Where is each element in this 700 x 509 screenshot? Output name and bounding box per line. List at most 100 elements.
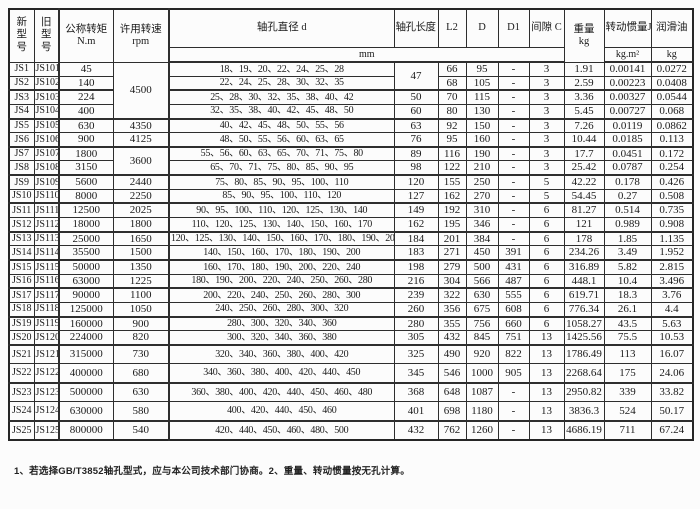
cell-D: 270 [465,188,499,205]
cell-torque: 63000 [58,273,114,290]
cell-d: 200、220、240、250、260、280、300 [168,287,395,303]
cell-L2: 698 [437,401,467,422]
cell-weight: 42.22 [563,174,605,190]
cell-speed: 1050 [112,301,170,318]
cell-new: JS25 [8,420,35,441]
cell-D: 115 [465,89,499,105]
cell-new: JS12 [8,217,35,233]
cell-oil: 4.4 [650,301,694,318]
cell-inertia: 0.0185 [603,132,652,148]
cell-new: JS5 [8,118,35,134]
cell-new: JS9 [8,174,35,190]
table-row: JS17 JS117 90000 1100 200、220、240、250、260、28… [8,287,694,303]
cell-weight: 7.26 [563,118,605,134]
cell-L: 98 [393,160,439,177]
cell-L2: 271 [437,245,467,261]
header-row-main: 新 型 号 旧 型 号 公称转矩 N.m 许用转速 rpm 轴孔直径 d 轴孔长… [8,8,694,63]
cell-C: 6 [528,245,565,261]
cell-old: JS110 [33,188,60,205]
cell-weight: 1058.27 [563,316,605,332]
cell-L: 368 [393,382,439,403]
cell-inertia: 3.49 [603,245,652,261]
cell-old: JS101 [33,61,60,77]
col-header-old-model: 旧 型 号 [33,8,60,63]
cell-new: JS2 [8,75,35,92]
cell-d: 25、28、30、32、35、38、40、42 [168,89,395,105]
torque-unit: N.m [77,35,96,47]
cell-old: JS120 [33,330,60,346]
cell-speed: 820 [112,330,170,346]
cell-weight: 234.26 [563,245,605,261]
table-row: JS15 JS115 50000 1350 160、170、180、190、200、22… [8,259,694,275]
cell-inertia: 43.5 [603,316,652,332]
cell-d: 40、42、45、48、50、55、56 [168,118,395,134]
cell-new: JS20 [8,330,35,346]
cell-oil: 0.113 [650,132,694,148]
cell-d: 300、320、340、360、380 [168,330,395,346]
cell-D: 566 [465,273,499,290]
cell-L: 325 [393,344,439,365]
cell-C: 6 [528,231,565,247]
table-row: JS6 JS106 900 4125 48、50、55、56、60、63、65 76 95 1… [8,132,694,148]
table-row: JS14 JS114 35500 1500 140、150、160、170、180、19… [8,245,694,261]
cell-oil: 0.735 [650,202,694,219]
cell-D: 1260 [465,420,499,441]
cell-new: JS15 [8,259,35,275]
cell-weight: 10.44 [563,132,605,148]
cell-speed: 730 [112,344,170,365]
cell-d: 240、250、260、280、300、320 [168,301,395,318]
cell-speed: 1350 [112,259,170,275]
footnote: 1、若选择GB/T3852轴孔型式，应与本公司技术部门协商。2、重量、转动惯量按… [14,465,410,477]
cell-d: 360、380、400、420、440、450、460、480 [168,382,395,403]
cell-L2: 356 [437,301,467,318]
cell-L: 149 [393,202,439,219]
cell-C: 3 [528,160,565,177]
cell-C: 3 [528,61,565,77]
cell-L2: 155 [437,174,467,190]
cell-torque: 224000 [58,330,114,346]
table-row: JS3 JS103 224 25、28、30、32、35、38、40、42 50 70 11… [8,89,694,105]
cell-torque: 315000 [58,344,114,365]
spec-table: 新 型 号 旧 型 号 公称转矩 N.m 许用转速 rpm 轴孔直径 d 轴孔长… [8,8,694,441]
table-row: JS11 JS111 12500 2025 90、95、100、110、120、125、… [8,202,694,219]
cell-L2: 355 [437,316,467,332]
cell-L2: 195 [437,217,467,233]
cell-D1: - [497,231,530,247]
cell-weight: 448.1 [563,273,605,290]
col-header-inertia: 转动惯量J [603,8,652,48]
cell-d: 48、50、55、56、60、63、65 [168,132,395,148]
cell-L: 89 [393,146,439,162]
torque-label: 公称转矩 [65,23,108,35]
cell-inertia: 0.00141 [603,61,652,77]
cell-speed: 4125 [112,132,170,148]
cell-new: JS14 [8,245,35,261]
cell-torque: 35500 [58,245,114,261]
cell-inertia: 0.178 [603,174,652,190]
cell-torque: 400000 [58,363,114,384]
cell-L: 120 [393,174,439,190]
cell-torque: 125000 [58,301,114,318]
speed-label: 许用转速 [119,23,162,35]
cell-old: JS124 [33,401,60,422]
cell-L2: 432 [437,330,467,346]
cell-torque: 45 [58,61,114,77]
cell-new: JS7 [8,146,35,162]
cell-torque: 400 [58,103,114,120]
cell-L2: 66 [437,61,467,77]
cell-weight: 121 [563,217,605,233]
cell-new: JS17 [8,287,35,303]
cell-torque: 3150 [58,160,114,177]
cell-D: 845 [465,330,499,346]
cell-old: JS115 [33,259,60,275]
cell-inertia: 175 [603,363,652,384]
cell-inertia: 0.00223 [603,75,652,92]
cell-weight: 1786.49 [563,344,605,365]
cell-weight: 2268.64 [563,363,605,384]
cell-D1: 751 [497,330,530,346]
cell-inertia: 1.85 [603,231,652,247]
cell-old: JS121 [33,344,60,365]
cell-D1: - [497,401,530,422]
cell-speed: 1500 [112,245,170,261]
cell-speed: 1800 [112,217,170,233]
cell-D1: - [497,217,530,233]
